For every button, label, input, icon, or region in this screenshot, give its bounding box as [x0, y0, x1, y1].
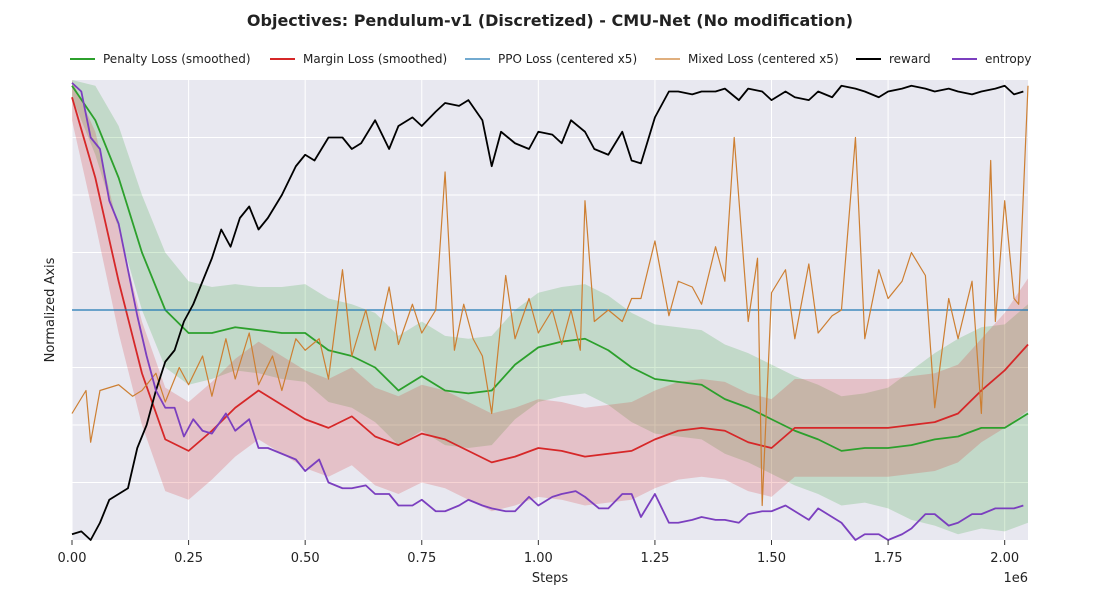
- legend-item-3: Mixed Loss (centered x5): [655, 52, 839, 66]
- legend-label-3: Mixed Loss (centered x5): [688, 52, 839, 66]
- confidence-bands: [72, 80, 1028, 535]
- x-tick-label-8: 2.00: [990, 551, 1019, 566]
- legend-item-0: Penalty Loss (smoothed): [70, 52, 251, 66]
- x-tick-label-3: 0.75: [407, 551, 436, 566]
- legend-label-2: PPO Loss (centered x5): [498, 52, 637, 66]
- legend-label-1: Margin Loss (smoothed): [303, 52, 447, 66]
- x-tick-label-2: 0.50: [291, 551, 320, 566]
- band-series-0: [72, 80, 1028, 535]
- series-lines: [71, 82, 1029, 541]
- legend: Penalty Loss (smoothed) Margin Loss (smoo…: [70, 52, 1031, 66]
- band-series-1: [72, 80, 1028, 512]
- series-line-0: [71, 85, 1029, 452]
- legend-item-5: entropy: [952, 52, 1031, 66]
- x-axis-scale-label: 1e6: [1003, 571, 1028, 586]
- x-axis-label: Steps: [532, 571, 569, 586]
- series-line-4: [71, 84, 1024, 541]
- x-tick-label-7: 1.75: [874, 551, 903, 566]
- y-axis-label: Normalized Axis: [43, 257, 58, 362]
- x-tick-label-5: 1.25: [640, 551, 669, 566]
- legend-label-4: reward: [889, 52, 931, 66]
- series-line-3: [71, 85, 1029, 507]
- x-tick-label-0: 0.00: [58, 551, 87, 566]
- series-line-5: [71, 82, 1024, 541]
- x-tick-label-1: 0.25: [174, 551, 203, 566]
- legend-label-0: Penalty Loss (smoothed): [103, 52, 251, 66]
- legend-item-4: reward: [856, 52, 931, 66]
- x-tick-label-4: 1.00: [524, 551, 553, 566]
- legend-label-5: entropy: [985, 52, 1031, 66]
- chart-title: Objectives: Pendulum-v1 (Discretized) - …: [247, 11, 853, 30]
- series-line-1: [71, 96, 1029, 464]
- legend-item-2: PPO Loss (centered x5): [465, 52, 637, 66]
- x-tick-label-6: 1.50: [757, 551, 786, 566]
- x-axis-ticks: 0.00 0.25 0.50 0.75 1.00 1.25 1.50 1.75 2.00: [58, 540, 1019, 566]
- legend-item-1: Margin Loss (smoothed): [270, 52, 447, 66]
